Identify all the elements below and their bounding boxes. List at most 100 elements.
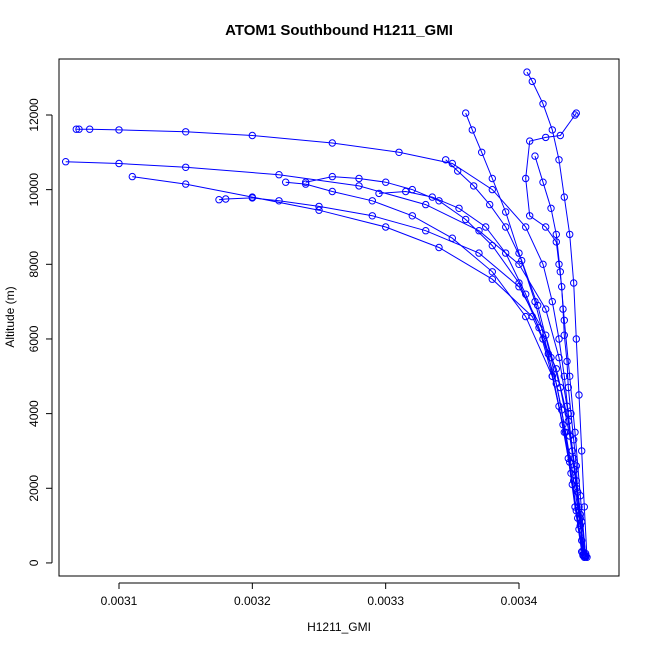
data-point [115, 126, 123, 134]
y-tick-label: 8000 [27, 251, 41, 278]
data-point [570, 477, 578, 485]
data-point [315, 206, 323, 214]
data-point [583, 553, 591, 561]
data-point [248, 194, 257, 202]
data-point [302, 178, 310, 186]
data-point [563, 357, 571, 366]
data-point [502, 208, 510, 216]
data-point [488, 268, 496, 276]
plot-area-frame [58, 58, 620, 577]
data-point [523, 68, 531, 76]
data-point [515, 249, 523, 257]
data-point [475, 249, 483, 257]
data-point [547, 353, 555, 362]
data-point [368, 212, 376, 220]
data-point [558, 406, 566, 414]
data-point [355, 174, 363, 183]
y-tick-label: 0 [27, 559, 41, 566]
data-point [552, 380, 560, 388]
data-point [528, 77, 536, 86]
data-point [566, 372, 574, 380]
y-tick-label: 10000 [27, 173, 41, 207]
data-point [548, 126, 556, 134]
data-point [478, 148, 486, 157]
data-point [442, 156, 450, 164]
data-point [502, 249, 510, 257]
series-line [465, 112, 583, 552]
data-point [566, 458, 574, 466]
data-point [571, 428, 579, 436]
y-axis-label: Altitude (m) [3, 286, 17, 347]
data-point [526, 137, 534, 145]
series-layer [61, 68, 591, 561]
data-point [560, 372, 568, 380]
data-point [395, 148, 403, 157]
data-point [539, 100, 547, 108]
data-point [556, 268, 564, 276]
y-tick-label: 6000 [27, 325, 41, 352]
data-point [578, 447, 586, 455]
data-point [435, 243, 443, 252]
data-point [382, 178, 390, 186]
data-point [522, 290, 530, 298]
x-axis-label: H1211_GMI [307, 620, 371, 634]
data-point [560, 316, 568, 324]
x-tick-label: 0.0033 [367, 594, 404, 608]
data-point [462, 109, 470, 117]
data-point [455, 204, 463, 213]
data-point [468, 126, 476, 134]
data-point [402, 187, 410, 196]
data-point [566, 230, 574, 239]
data-point [75, 125, 83, 133]
data-point [572, 507, 580, 515]
data-point [502, 223, 510, 231]
data-point [539, 178, 547, 186]
data-point [488, 185, 496, 194]
series-profile-10 [523, 68, 591, 561]
data-point [215, 196, 223, 204]
series-line [218, 197, 587, 556]
y-tick-label: 4000 [27, 400, 41, 427]
series-profile-12 [531, 152, 590, 560]
data-point [560, 193, 568, 201]
data-point [328, 172, 336, 181]
data-point [560, 331, 568, 339]
data-point [572, 335, 580, 343]
data-point [248, 131, 257, 140]
data-point [555, 156, 563, 164]
data-point [534, 301, 542, 310]
data-point [61, 158, 70, 166]
series-line [534, 155, 587, 557]
y-axis: 0 2000 4000 6000 8000 10000 12000 [27, 98, 53, 566]
data-point [531, 152, 539, 160]
data-point [542, 223, 550, 231]
data-point [282, 178, 290, 186]
data-point [555, 335, 563, 343]
data-point [522, 174, 530, 183]
data-point [526, 212, 534, 220]
data-point [315, 202, 323, 211]
data-point [328, 139, 336, 147]
data-point [522, 312, 530, 321]
data-point [368, 197, 376, 205]
data-point [547, 204, 555, 213]
data-point [542, 305, 550, 313]
series-profile-5 [215, 194, 590, 560]
x-tick-label: 0.0034 [501, 594, 538, 608]
data-point [86, 125, 94, 133]
data-point [302, 180, 310, 188]
data-point [462, 215, 470, 224]
data-point [428, 193, 436, 201]
data-point [488, 275, 496, 283]
data-point [572, 109, 580, 117]
data-point [572, 462, 580, 470]
data-point [408, 212, 416, 220]
series-line [378, 190, 587, 558]
data-point [275, 171, 283, 179]
data-point [518, 256, 526, 265]
data-point [582, 552, 590, 560]
data-point [535, 324, 543, 332]
y-tick-label: 2000 [27, 475, 41, 502]
